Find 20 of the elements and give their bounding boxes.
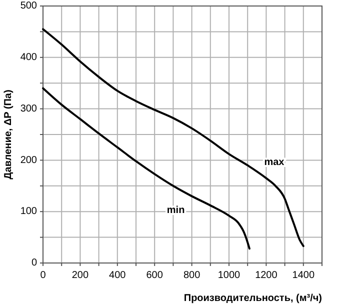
line-series	[42, 87, 250, 250]
x-tick-label: 1400	[292, 270, 315, 281]
y-tick-label: 0	[31, 258, 38, 269]
line-series	[42, 28, 304, 248]
y-tick-label: 500	[20, 0, 38, 12]
x-tick-label: 800	[183, 270, 201, 281]
y-tick-label: 200	[20, 154, 38, 166]
y-axis-title: Давление, ΔP (Па)	[3, 90, 14, 180]
x-tick-label: 200	[72, 270, 89, 281]
x-tick-label: 0	[40, 270, 46, 281]
x-tick-label: 1000	[218, 270, 241, 281]
series-label: min	[166, 204, 185, 216]
series-label: max	[264, 156, 285, 168]
x-tick-label: 1200	[255, 270, 278, 281]
x-tick-label: 600	[146, 270, 164, 281]
y-tick-label: 100	[20, 206, 38, 218]
y-tick-label: 300	[20, 103, 38, 114]
x-axis-title: Производительность, (м³/ч)	[184, 293, 322, 304]
y-tick-label: 400	[20, 52, 38, 64]
x-tick-label: 400	[109, 270, 126, 281]
